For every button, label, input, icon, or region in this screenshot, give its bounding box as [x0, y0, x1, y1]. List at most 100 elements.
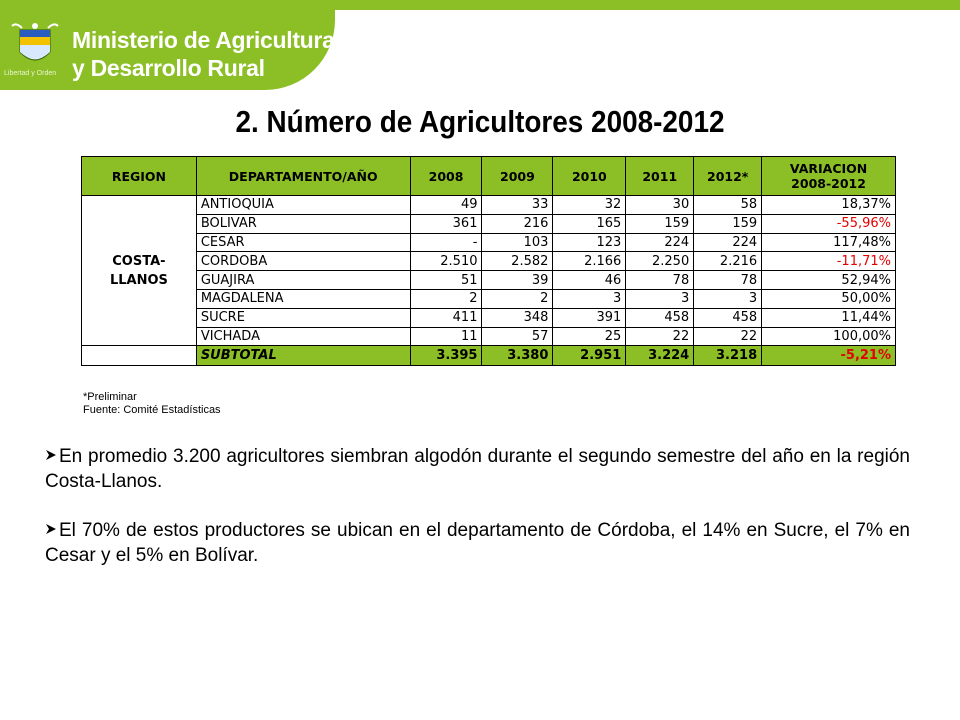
farmers-table: REGION DEPARTAMENTO/AÑO 2008 2009 2010 2…: [81, 156, 896, 367]
subtotal-2008: 3.395: [409, 345, 483, 367]
value-2008: 411: [409, 307, 483, 328]
value-2009: 216: [481, 213, 554, 234]
motto-text: Libertad y Orden: [4, 70, 57, 77]
value-2012: 22: [693, 326, 763, 347]
value-variacion: 11,44%: [761, 307, 896, 328]
dep-cell: BOLIVAR: [195, 213, 411, 234]
value-2010: 32: [552, 195, 627, 215]
header-2010: 2010: [552, 156, 627, 196]
value-variacion: 52,94%: [761, 270, 896, 290]
dep-cell: VICHADA: [195, 326, 411, 347]
subtotal-variacion: -5,21%: [761, 345, 896, 367]
dep-cell: MAGDALENA: [195, 288, 411, 309]
value-2012: 58: [693, 195, 763, 215]
value-2009: 348: [481, 307, 554, 328]
value-2012: 458: [693, 307, 763, 328]
source-note: Fuente: Comité Estadísticas: [83, 404, 221, 416]
value-2010: 123: [552, 232, 627, 253]
ministry-line1: Ministerio de Agricultura: [72, 27, 335, 53]
farmers-table-wrapper: REGION DEPARTAMENTO/AÑO 2008 2009 2010 2…: [81, 156, 896, 367]
header-banner: Libertad y Orden Ministerio de Agricultu…: [0, 0, 960, 100]
header-2012: 2012*: [693, 156, 763, 196]
table-notes: *Preliminar Fuente: Comité Estadísticas: [83, 391, 221, 417]
value-variacion: 18,37%: [761, 195, 896, 215]
dep-cell: SUCRE: [195, 307, 411, 328]
value-variacion: -55,96%: [761, 213, 896, 234]
subtotal-2009: 3.380: [481, 345, 554, 367]
region-cell: COSTA- LLANOS: [81, 194, 197, 347]
header-departamento: DEPARTAMENTO/AÑO: [195, 156, 411, 196]
value-2012: 224: [693, 232, 763, 253]
colombia-coat-of-arms-icon: [11, 23, 59, 61]
region-line1: COSTA-: [112, 253, 166, 269]
value-2011: 458: [625, 307, 695, 328]
value-variacion: 50,00%: [761, 288, 896, 309]
subtotal-label: SUBTOTAL: [195, 345, 411, 367]
value-2010: 165: [552, 213, 627, 234]
subtotal-empty-cell: [81, 345, 197, 367]
ministry-line2: y Desarrollo Rural: [72, 55, 265, 81]
table-row: CORDOBA 2.510 2.582 2.166 2.250 2.216 -1…: [82, 251, 896, 272]
bullet-text: En promedio 3.200 agricultores siembran …: [45, 446, 910, 492]
value-2008: -: [409, 232, 483, 253]
header-region: REGION: [81, 156, 197, 196]
header-variacion-line2: 2008-2012: [791, 176, 866, 191]
value-2008: 2.510: [409, 251, 483, 272]
value-2009: 2.582: [481, 251, 554, 272]
value-2011: 3: [625, 288, 695, 309]
value-variacion: 117,48%: [761, 232, 896, 253]
value-2011: 30: [625, 195, 695, 215]
header-variacion-line1: VARIACION: [789, 161, 868, 176]
value-2009: 39: [481, 270, 554, 290]
dep-cell: CORDOBA: [195, 251, 411, 272]
value-2010: 391: [552, 307, 627, 328]
value-2009: 57: [481, 326, 554, 347]
value-2009: 33: [481, 195, 554, 215]
table-row: COSTA- LLANOS ANTIOQUIA 49 33 32 30 58 1…: [81, 194, 896, 347]
region-line2: LLANOS: [109, 272, 168, 288]
dep-cell: ANTIOQUIA: [195, 195, 411, 215]
bullet-item: El 70% de estos productores se ubican en…: [45, 518, 910, 568]
value-2008: 51: [409, 270, 483, 290]
table-header-row: REGION DEPARTAMENTO/AÑO 2008 2009 2010 2…: [81, 156, 896, 196]
table-body: COSTA- LLANOS ANTIOQUIA 49 33 32 30 58 1…: [81, 194, 896, 367]
table-row: MAGDALENA 2 2 3 3 3 50,00%: [82, 288, 896, 309]
subtotal-2011: 3.224: [625, 345, 695, 367]
value-2011: 2.250: [625, 251, 695, 272]
value-2011: 159: [625, 213, 695, 234]
subtotal-2010: 2.951: [552, 345, 627, 367]
value-2010: 3: [552, 288, 627, 309]
table-row: VICHADA 11 57 25 22 22 100,00%: [82, 326, 896, 347]
header-variacion: VARIACION 2008-2012: [761, 156, 896, 196]
dep-cell: CESAR: [195, 232, 411, 253]
value-2010: 2.166: [552, 251, 627, 272]
value-variacion: 100,00%: [761, 326, 896, 347]
value-2012: 2.216: [693, 251, 763, 272]
value-2008: 2: [409, 288, 483, 309]
value-2011: 78: [625, 270, 695, 290]
table-row: GUAJIRA 51 39 46 78 78 52,94%: [82, 270, 896, 290]
value-2010: 46: [552, 270, 627, 290]
subtotal-row: SUBTOTAL 3.395 3.380 2.951 3.224 3.218 -…: [81, 345, 896, 367]
value-2011: 224: [625, 232, 695, 253]
value-variacion: -11,71%: [761, 251, 896, 272]
bullet-text: El 70% de estos productores se ubican en…: [45, 520, 910, 566]
value-2008: 361: [409, 213, 483, 234]
header-2008: 2008: [409, 156, 483, 196]
header-2009: 2009: [481, 156, 554, 196]
table-row: BOLIVAR 361 216 165 159 159 -55,96%: [82, 213, 896, 234]
value-2010: 25: [552, 326, 627, 347]
header-2011: 2011: [625, 156, 695, 196]
value-2009: 103: [481, 232, 554, 253]
value-2009: 2: [481, 288, 554, 309]
arrow-bullet-icon: [46, 450, 56, 460]
banner-top-line: [260, 0, 960, 10]
arrow-bullet-icon: [46, 524, 56, 534]
subtotal-2012: 3.218: [693, 345, 763, 367]
banner-green-block: [0, 0, 335, 90]
ministry-name: Ministerio de Agricultura y Desarrollo R…: [72, 26, 335, 82]
value-2012: 159: [693, 213, 763, 234]
page-title: 2. Número de Agricultores 2008-2012: [235, 104, 725, 139]
table-row: SUCRE 411 348 391 458 458 11,44%: [82, 307, 896, 328]
value-2008: 49: [409, 195, 483, 215]
